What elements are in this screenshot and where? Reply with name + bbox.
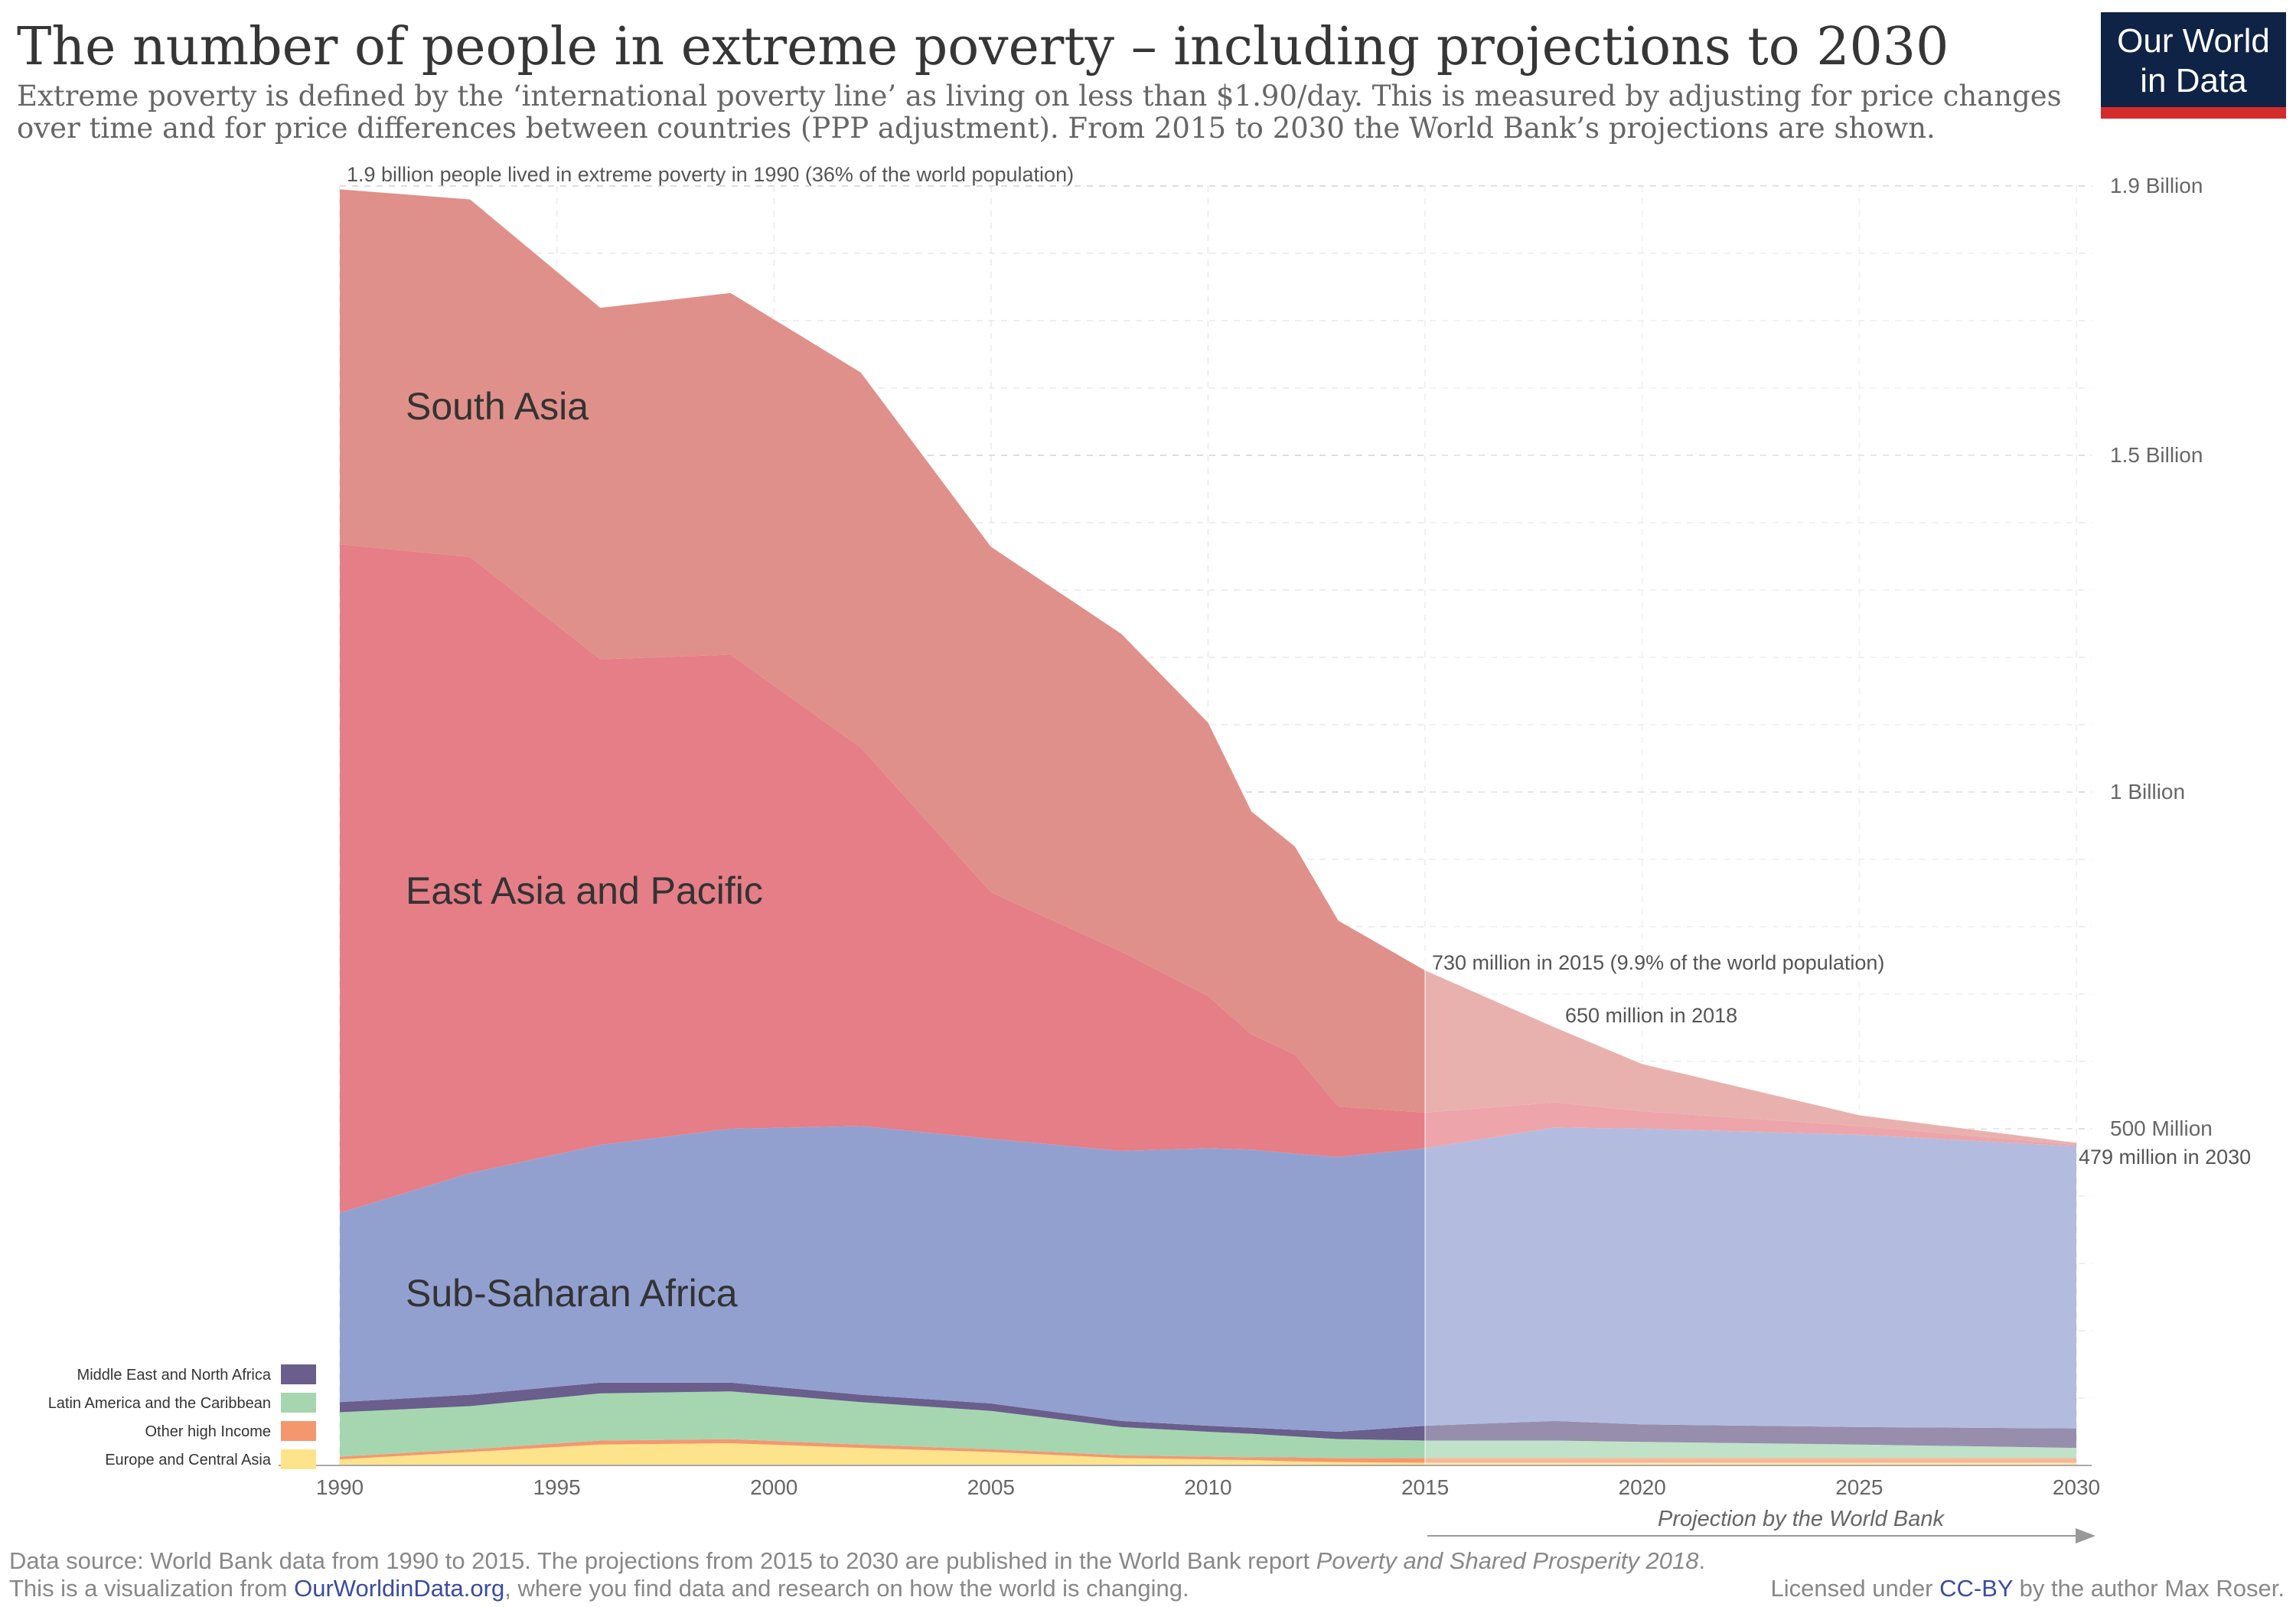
- legend-swatch: [281, 1393, 316, 1413]
- footer-visualization: This is a visualization from OurWorldinD…: [9, 1575, 1189, 1602]
- area-europe-and-central-asia[interactable]: [340, 1442, 2076, 1465]
- owid-logo[interactable]: Our World in Data: [2101, 12, 2286, 119]
- annotation-2030: 479 million in 2030: [2079, 1146, 2251, 1169]
- x-tick-label: 2020: [1619, 1475, 1666, 1499]
- x-axis-labels: 1990 1995 2000 2005 2010 2015 2020 2025 2030: [316, 1475, 2100, 1499]
- footer-license: Licensed under CC-BY by the author Max R…: [1771, 1575, 2285, 1602]
- legend-swatch: [281, 1421, 316, 1441]
- legend-label: Other high Income: [145, 1423, 271, 1440]
- label-south-asia: South Asia: [406, 385, 589, 428]
- x-tick-label: 2025: [1835, 1475, 1883, 1499]
- area-south-asia[interactable]: [340, 189, 2076, 1146]
- footer-source: Data source: World Bank data from 1990 t…: [9, 1547, 1705, 1574]
- chart-title: The number of people in extreme poverty …: [17, 17, 1949, 77]
- annotation-2015: 730 million in 2015 (9.9% of the world p…: [1432, 951, 1884, 974]
- x-tick-label: 2015: [1401, 1475, 1449, 1499]
- cc-by-link[interactable]: CC-BY: [1939, 1575, 2013, 1602]
- chart-subtitle-line1: Extreme poverty is defined by the ‘inter…: [17, 80, 2062, 112]
- x-tick-label: 2030: [2053, 1475, 2100, 1499]
- label-sub-saharan-africa: Sub-Saharan Africa: [406, 1272, 738, 1315]
- projection-overlay: [1425, 186, 2076, 1465]
- logo-text-2: in Data: [2140, 62, 2247, 99]
- legend-label: Europe and Central Asia: [105, 1452, 272, 1468]
- y-tick-label: 500 Million: [2110, 1116, 2213, 1140]
- stacked-areas: [340, 189, 2076, 1465]
- annotation-1990: 1.9 billion people lived in extreme pove…: [347, 163, 1074, 186]
- y-tick-label: 1.9 Billion: [2110, 174, 2203, 197]
- annotation-2018: 650 million in 2018: [1565, 1004, 1737, 1027]
- y-tick-label: 1 Billion: [2110, 780, 2185, 804]
- area-latin-america-and-the-caribbean[interactable]: [340, 1391, 2076, 1459]
- chart-subtitle-line2: over time and for price differences betw…: [17, 112, 1936, 145]
- arrow-right-icon: [2076, 1528, 2095, 1543]
- legend-label: Middle East and North Africa: [77, 1367, 272, 1384]
- logo-text-1: Our World: [2117, 22, 2270, 60]
- y-tick-label: 1.5 Billion: [2110, 443, 2203, 467]
- logo-stripe: [2101, 107, 2286, 119]
- x-tick-label: 2010: [1184, 1475, 1231, 1499]
- x-tick-label: 2005: [967, 1475, 1015, 1499]
- legend-swatch: [281, 1364, 316, 1384]
- area-east-asia-and-pacific[interactable]: [340, 544, 2076, 1213]
- logo-background: [2101, 12, 2286, 107]
- y-axis-labels: 1.9 Billion 1.5 Billion 1 Billion 500 Milli…: [2110, 174, 2213, 1140]
- area-sub-saharan-africa[interactable]: [340, 1126, 2076, 1432]
- owid-link[interactable]: OurWorldinData.org: [294, 1575, 504, 1602]
- projection-label: Projection by the World Bank: [1658, 1507, 1945, 1531]
- x-tick-label: 1995: [533, 1475, 580, 1499]
- x-tick-label: 1990: [316, 1475, 364, 1499]
- area-other-high-income[interactable]: [340, 1439, 2076, 1463]
- legend: Middle East and North Africa Latin Americ…: [48, 1364, 316, 1469]
- area-middle-east-and-north-africa[interactable]: [340, 1382, 2076, 1449]
- legend-label: Latin America and the Caribbean: [48, 1395, 271, 1412]
- label-east-asia-pacific: East Asia and Pacific: [406, 869, 763, 912]
- legend-swatch: [281, 1449, 316, 1469]
- x-tick-label: 2000: [750, 1475, 797, 1499]
